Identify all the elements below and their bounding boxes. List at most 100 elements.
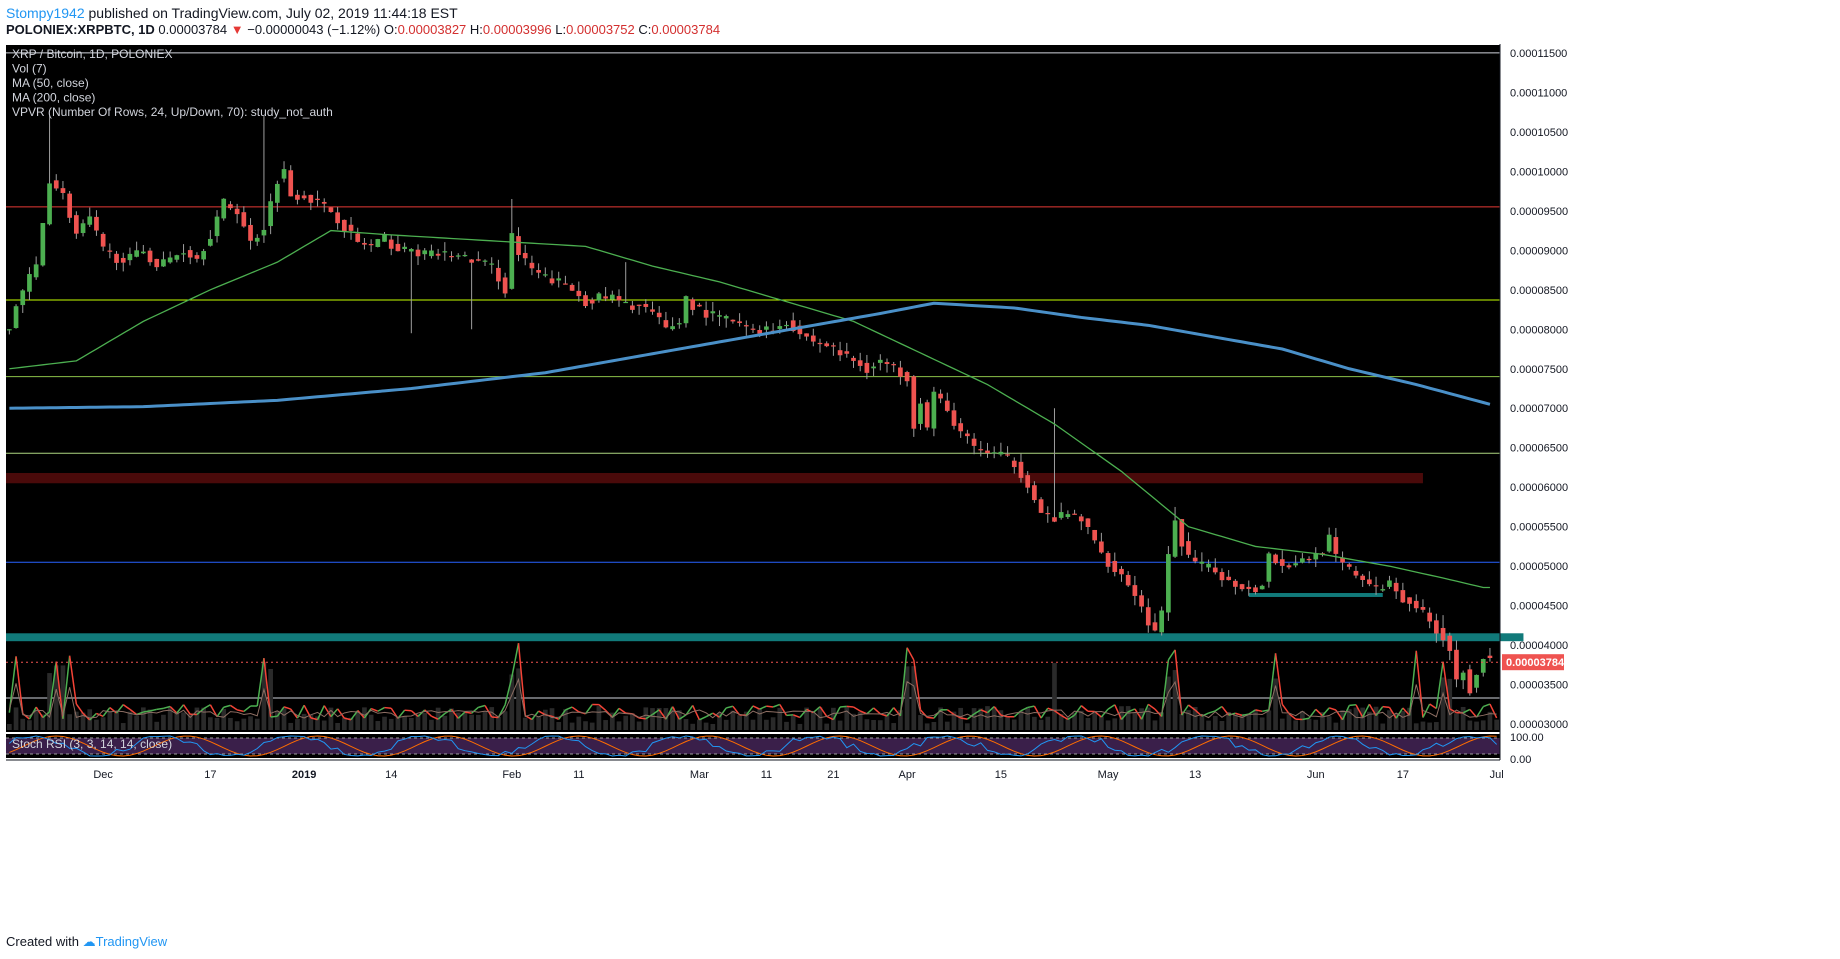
volume-bar xyxy=(228,718,233,730)
volume-bar xyxy=(844,706,850,730)
published-text: published on TradingView.com, July 02, 2… xyxy=(88,5,458,21)
candle-body xyxy=(516,236,521,255)
candle-body xyxy=(1085,518,1091,528)
candle-body xyxy=(650,309,655,312)
volume-line-segment xyxy=(699,716,707,721)
candle-body xyxy=(429,250,434,257)
volume-line-segment xyxy=(209,704,218,718)
candle-body xyxy=(717,315,722,317)
support-zone xyxy=(1248,593,1383,597)
volume-bar xyxy=(234,721,240,730)
volume-bar xyxy=(1166,676,1171,730)
candle-body xyxy=(877,359,883,363)
volume-bar xyxy=(475,714,481,730)
price-chart[interactable]: Stoch RSI (3, 3, 14, 14, close) 0.0001150… xyxy=(0,44,1840,932)
candle-body xyxy=(1159,610,1165,633)
volume-line-segment xyxy=(1054,710,1062,716)
candle-body xyxy=(623,301,629,304)
candle-body xyxy=(1273,554,1278,564)
last-price-label-bg xyxy=(1502,654,1564,671)
volume-bar xyxy=(576,716,582,730)
volume-bar xyxy=(161,714,166,730)
candle-body xyxy=(583,295,588,307)
author-link[interactable]: Stompy1942 xyxy=(6,5,85,21)
candle-body xyxy=(362,242,367,245)
volume-bar xyxy=(690,723,696,730)
volume-bar xyxy=(408,718,414,730)
volume-line-segment xyxy=(1328,707,1337,711)
volume-bar xyxy=(563,709,568,730)
volume-bar xyxy=(1045,716,1051,730)
volume-line-segment xyxy=(316,705,325,720)
time-axis-tick: Dec xyxy=(93,769,113,781)
time-axis-tick: 13 xyxy=(1189,769,1201,781)
volume-bar xyxy=(174,711,180,730)
candle-body xyxy=(1259,585,1265,590)
volume-bar xyxy=(1393,713,1399,730)
volume-bar xyxy=(281,708,287,730)
volume-bar xyxy=(877,720,883,730)
price-pane-background xyxy=(6,45,1500,732)
indicator-legend-item[interactable]: Vol (7) xyxy=(12,62,47,76)
volume-bar xyxy=(1407,707,1412,730)
volume-line-segment xyxy=(1235,712,1243,717)
candle-body xyxy=(844,351,850,354)
volume-bar xyxy=(187,713,193,730)
candle-body xyxy=(100,233,106,247)
volume-bar xyxy=(1246,714,1252,730)
volume-line-segment xyxy=(216,706,225,718)
volume-line-segment xyxy=(323,705,332,717)
candle-body xyxy=(1373,585,1379,587)
volume-line-segment xyxy=(558,709,567,720)
candle-body xyxy=(1011,460,1017,468)
volume-line-segment xyxy=(156,707,164,711)
low-label: L: xyxy=(555,22,567,37)
volume-line-segment xyxy=(236,709,245,713)
candle-body xyxy=(120,257,126,263)
candle-body xyxy=(1105,553,1111,567)
candle-body xyxy=(911,376,917,429)
candle-body xyxy=(187,250,193,258)
volume-bar xyxy=(1212,715,1218,730)
volume-line-segment xyxy=(893,707,901,717)
volume-line-segment xyxy=(370,707,379,712)
candle-body xyxy=(542,274,548,276)
volume-line-segment xyxy=(410,710,419,718)
indicator-legend-item[interactable]: MA (200, close) xyxy=(12,91,95,105)
candle-body xyxy=(965,433,970,437)
volume-line-segment xyxy=(1067,714,1075,721)
tradingview-logo-link[interactable]: ☁TradingView xyxy=(82,934,168,949)
candle-body xyxy=(636,304,642,306)
symbol-label: POLONIEX:XRPBTC, 1D xyxy=(6,22,155,37)
close-label: C: xyxy=(638,22,652,37)
candle-body xyxy=(703,309,709,318)
volume-bar xyxy=(1239,713,1245,730)
volume-bar xyxy=(764,719,769,730)
volume-bar xyxy=(1132,712,1138,730)
volume-line-segment xyxy=(404,709,412,712)
volume-line-segment xyxy=(1188,704,1196,711)
volume-line-segment xyxy=(611,707,620,718)
volume-bar xyxy=(569,722,575,730)
time-axis-tick: Jul xyxy=(1490,769,1504,781)
candle-body xyxy=(1353,570,1359,576)
candle-body xyxy=(1025,475,1031,488)
volume-line-segment xyxy=(1462,708,1471,714)
volume-bar xyxy=(47,673,52,730)
stoch-axis-tick: 100.00 xyxy=(1510,732,1544,744)
time-axis-tick: Jun xyxy=(1307,769,1325,781)
indicator-legend-item[interactable]: VPVR (Number Of Rows, 24, Up/Down, 70): … xyxy=(12,105,333,119)
candle-body xyxy=(1112,560,1118,572)
volume-bar xyxy=(1286,714,1292,730)
candle-body xyxy=(341,219,347,232)
indicator-legend-item[interactable]: MA (50, close) xyxy=(12,76,89,90)
last-price-label: 0.00003784 xyxy=(1506,657,1565,669)
candle-body xyxy=(1052,517,1057,522)
volume-bar xyxy=(1434,722,1439,730)
volume-bar xyxy=(536,716,541,730)
volume-bar xyxy=(362,707,367,730)
volume-bar xyxy=(944,721,950,730)
volume-line-segment xyxy=(718,707,727,718)
candle-body xyxy=(47,183,52,225)
candle-body xyxy=(281,169,287,179)
